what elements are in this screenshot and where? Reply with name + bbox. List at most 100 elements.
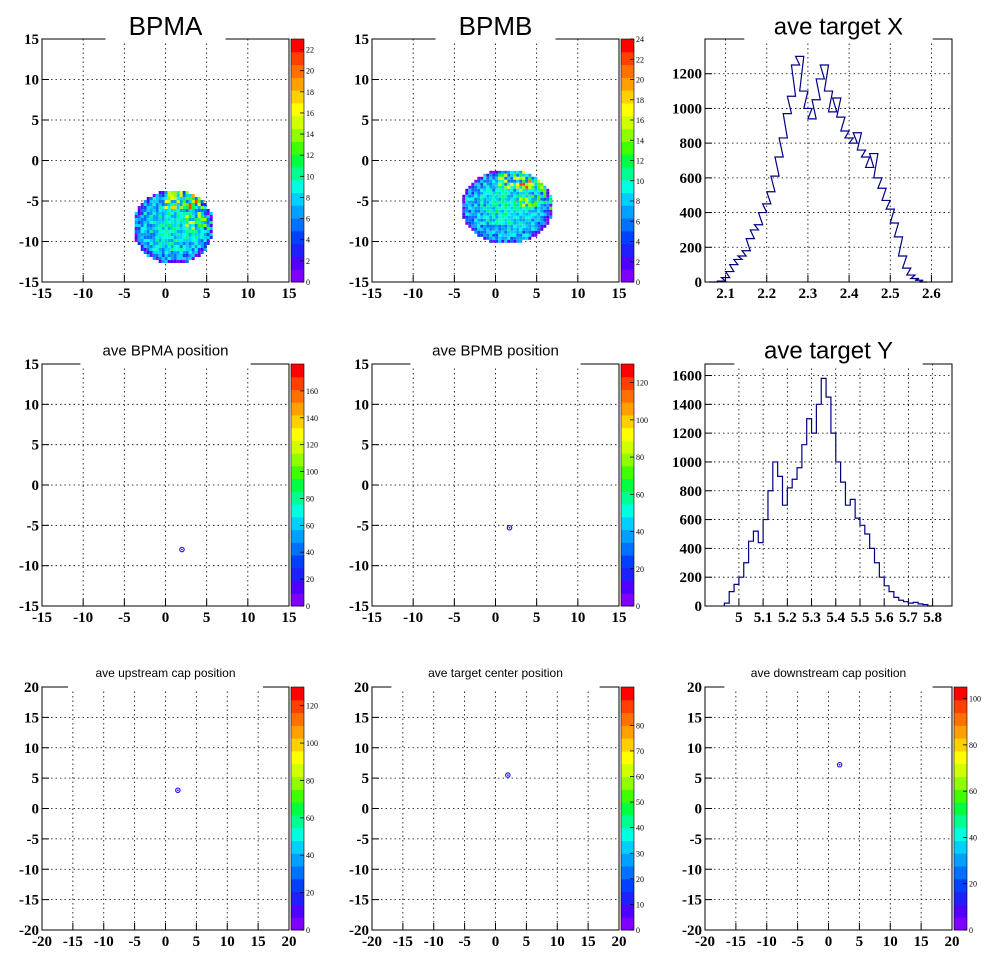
heatmap-cell xyxy=(543,203,547,207)
color-scale-band xyxy=(291,402,304,416)
heatmap-cell xyxy=(197,206,201,209)
heatmap-cell xyxy=(483,212,487,216)
heatmap-cell xyxy=(167,218,171,221)
heatmap-cell xyxy=(522,227,526,231)
y-tick-label: -15 xyxy=(349,599,369,615)
heatmap-cell xyxy=(161,209,165,212)
heatmap-cell xyxy=(525,212,529,216)
heatmap-cell xyxy=(528,212,532,216)
heatmap-cell xyxy=(519,218,523,222)
color-scale-band xyxy=(291,243,304,257)
heatmap-cell xyxy=(161,212,165,215)
heatmap-cell xyxy=(167,200,171,203)
color-scale-band xyxy=(621,230,634,245)
heatmap-cell xyxy=(167,260,171,263)
heatmap-cell xyxy=(516,239,520,243)
heatmap-cell xyxy=(176,227,180,230)
heatmap-cell xyxy=(495,221,499,225)
heatmap-cell xyxy=(504,170,508,174)
heatmap-cell xyxy=(492,170,496,174)
heatmap-cell xyxy=(465,215,469,219)
heatmap-cell xyxy=(164,191,168,194)
heatmap-cell xyxy=(209,224,213,227)
color-scale-band xyxy=(621,738,634,752)
heatmap-cell xyxy=(149,224,153,227)
heatmap-cell xyxy=(495,227,499,231)
heatmap-cell xyxy=(528,215,532,219)
heatmap-cell xyxy=(480,194,484,198)
heatmap-cell xyxy=(164,209,168,212)
heatmap-cell xyxy=(209,230,213,233)
heatmap-cell xyxy=(194,197,198,200)
heatmap-cell xyxy=(146,242,150,245)
heatmap-cell xyxy=(465,212,469,216)
heatmap-cell xyxy=(134,221,138,224)
heatmap-cell xyxy=(188,203,192,206)
color-scale-frame xyxy=(953,686,968,931)
color-scale-label: 120 xyxy=(306,441,318,450)
heatmap-cell xyxy=(537,227,541,231)
heatmap-cell xyxy=(513,188,517,192)
heatmap-cell xyxy=(504,206,508,210)
heatmap-cell xyxy=(173,260,177,263)
heatmap-cell xyxy=(134,233,138,236)
heatmap-cell xyxy=(146,251,150,254)
histogram-line xyxy=(723,377,933,607)
color-scale-label: 60 xyxy=(636,773,644,782)
heatmap-cell xyxy=(486,188,490,192)
color-scale-label: 12 xyxy=(306,151,314,160)
heatmap-cell xyxy=(203,242,207,245)
heatmap-cell xyxy=(161,260,165,263)
heatmap-cell xyxy=(465,206,469,210)
color-scale-band xyxy=(954,827,967,841)
heatmap-cell xyxy=(516,173,520,177)
heatmap-cell xyxy=(492,230,496,234)
color-scale-band xyxy=(291,141,304,155)
heatmap-cell xyxy=(161,200,165,203)
chart-panel-1: 0 2 4 6 8 10 12 14 16 18 20 22 -15 -10 -5 0 5 10 15 -15 -10 -… xyxy=(19,11,314,302)
heatmap-cell xyxy=(182,209,186,212)
heatmap-cell xyxy=(471,188,475,192)
heatmap-cell xyxy=(495,170,499,174)
heatmap-cell xyxy=(185,203,189,206)
heatmap-cell xyxy=(495,236,499,240)
y-tick-label: -20 xyxy=(682,923,702,939)
heatmap-cell xyxy=(191,242,195,245)
heatmap-cell xyxy=(462,206,466,210)
heatmap-cell xyxy=(164,260,168,263)
color-scale-band xyxy=(621,128,634,142)
heatmap-cell xyxy=(498,170,502,174)
x-tick-label: 15 xyxy=(282,610,297,626)
heatmap-cell xyxy=(149,236,153,239)
heatmap-cell xyxy=(191,200,195,203)
x-tick-label: -10 xyxy=(757,934,777,950)
x-tick-label: -20 xyxy=(695,934,715,950)
heatmap-cell xyxy=(209,227,213,230)
heatmap-cell xyxy=(200,206,204,209)
heatmap-cell xyxy=(537,209,541,213)
heatmap-cell xyxy=(519,215,523,219)
heatmap-cell xyxy=(155,221,159,224)
heatmap-cell xyxy=(513,200,517,204)
heatmap-cell xyxy=(510,206,514,210)
heatmap-cell xyxy=(513,206,517,210)
chart-panel-5: 0 20 40 60 80 100 120 -15 -10 -5 0 5 10 15 -15 -10 -5 0 5 1… xyxy=(349,342,648,626)
heatmap-cell xyxy=(465,203,469,207)
heatmap-cell xyxy=(492,221,496,225)
heatmap-cell xyxy=(492,176,496,180)
heatmap-cell xyxy=(510,224,514,228)
heatmap-cell xyxy=(149,206,153,209)
color-scale-label: 10 xyxy=(306,172,314,181)
color-scale-band xyxy=(291,427,304,441)
heatmap-cell xyxy=(158,242,162,245)
heatmap-cell xyxy=(528,230,532,234)
title-backdrop xyxy=(734,358,923,368)
color-scale-label: 80 xyxy=(306,494,314,503)
heatmap-cell xyxy=(188,218,192,221)
heatmap-cell xyxy=(513,227,517,231)
heatmap-cell xyxy=(146,203,150,206)
heatmap-cell xyxy=(531,182,535,186)
heatmap-cell xyxy=(137,215,141,218)
heatmap-cell xyxy=(200,200,204,203)
heatmap-cell xyxy=(152,200,156,203)
